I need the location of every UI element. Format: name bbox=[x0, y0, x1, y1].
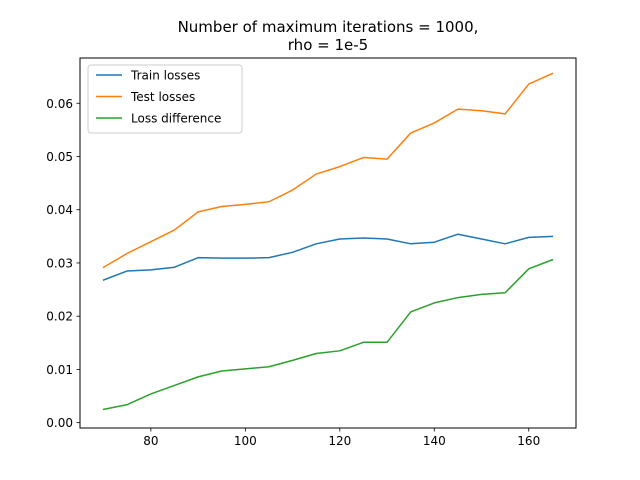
y-tick-label: 0.05 bbox=[46, 150, 73, 164]
y-tick-label: 0.00 bbox=[46, 416, 73, 430]
legend-box bbox=[87, 64, 243, 134]
chart-title-line-2: rho = 1e-5 bbox=[288, 36, 368, 54]
x-tick-label: 140 bbox=[423, 434, 446, 448]
y-tick-label: 0.04 bbox=[46, 203, 73, 217]
plot-frame bbox=[79, 57, 577, 429]
legend-label-1: Test losses bbox=[130, 90, 195, 104]
legend-label-0: Train losses bbox=[130, 69, 200, 83]
x-tick-label: 80 bbox=[143, 434, 158, 448]
y-tick-label: 0.02 bbox=[46, 310, 73, 324]
series-line-0 bbox=[102, 233, 554, 281]
y-tick-label: 0.06 bbox=[46, 97, 73, 111]
series-layer bbox=[102, 72, 554, 411]
legend-label-2: Loss difference bbox=[131, 112, 221, 126]
ticks-layer: 80 100 120 140 160 0.00 0.01 0.02 0.03 0.04 0.05 0.… bbox=[46, 97, 540, 448]
chart-title-line-1: Number of maximum iterations = 1000, bbox=[178, 18, 479, 36]
legend: Train losses Test losses Loss difference bbox=[87, 64, 243, 134]
y-tick-label: 0.03 bbox=[46, 256, 73, 270]
series-line-1 bbox=[102, 72, 554, 269]
x-tick-label: 120 bbox=[328, 434, 351, 448]
series-line-2 bbox=[102, 258, 554, 411]
x-tick-label: 100 bbox=[234, 434, 257, 448]
y-tick-label: 0.01 bbox=[46, 363, 73, 377]
x-tick-label: 160 bbox=[517, 434, 540, 448]
